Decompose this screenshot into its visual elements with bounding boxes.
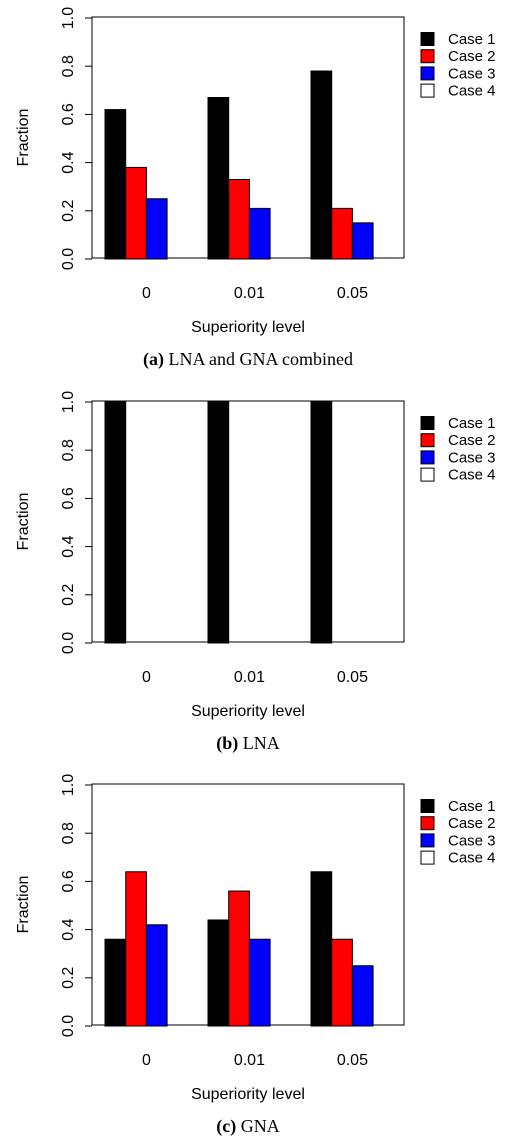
y-tick-label: 0.2 (60, 584, 77, 606)
x-category-label: 0.05 (337, 1052, 368, 1069)
bar-case-3-0.05 (351, 222, 374, 260)
legend-label: Case 1 (448, 798, 496, 815)
y-tick-label: 1.0 (60, 7, 77, 29)
bar-case-3-0.01 (248, 207, 271, 260)
y-axis-label: Fraction (15, 493, 32, 551)
legend-label: Case 3 (448, 65, 496, 82)
y-tick-label: 0.4 (60, 535, 77, 557)
x-category-label: 0 (142, 669, 151, 686)
legend-label: Case 4 (448, 850, 496, 867)
x-category-label: 0 (142, 1052, 151, 1069)
y-tick-label: 0.0 (60, 632, 77, 654)
x-category-label: 0.01 (234, 1052, 265, 1069)
panel-caption-text: GNA (236, 1116, 280, 1136)
legend-swatch (420, 816, 435, 831)
y-tick-label: 0.0 (60, 248, 77, 270)
y-axis-label: Fraction (15, 876, 32, 934)
bar-case-3-0 (145, 924, 168, 1027)
y-tick-label: 0.6 (60, 103, 77, 125)
y-tick-label: 1.0 (60, 774, 77, 796)
bar-case-2-0.01 (228, 890, 250, 1027)
legend-swatch (420, 467, 435, 482)
legend-label: Case 2 (448, 48, 496, 65)
legend-label: Case 4 (448, 467, 496, 484)
bar-case-2-0.05 (331, 938, 353, 1027)
panel-caption: (b) LNA (216, 733, 280, 754)
bar-case-1-0.01 (207, 919, 230, 1027)
panel-caption: (c) GNA (216, 1116, 279, 1137)
bar-case-1-0.05 (310, 871, 333, 1027)
legend-swatch (420, 66, 435, 81)
plot-frame (91, 400, 405, 643)
chart-panel-a: 0.0 0.2 0.4 0.6 0.8 1.0 Fraction 0 0.01 0.05 Super… (15, 7, 496, 370)
legend-swatch (420, 49, 435, 64)
legend-swatch (420, 850, 435, 865)
x-category-label: 0.01 (234, 285, 265, 302)
x-axis-label: Superiority level (191, 1086, 305, 1103)
y-tick-label: 0.8 (60, 439, 77, 461)
legend-swatch (420, 433, 435, 448)
legend-swatch (420, 833, 435, 848)
x-category-label: 0.05 (337, 285, 368, 302)
chart-panel-b: 0.0 0.2 0.4 0.6 0.8 1.0 Fraction 0 0.01 0.05 Super… (15, 391, 496, 754)
bar-case-1-0 (104, 401, 127, 644)
bar-case-1-0.05 (310, 401, 333, 644)
legend-swatch (420, 416, 435, 430)
x-axis-label: Superiority level (191, 703, 305, 720)
legend-swatch (420, 799, 435, 813)
bar-case-2-0 (125, 871, 147, 1027)
bar-case-3-0 (145, 198, 168, 260)
y-tick-label: 0.0 (60, 1015, 77, 1037)
y-tick-label: 0.8 (60, 822, 77, 844)
y-axis-label: Fraction (15, 109, 32, 167)
panel-caption: (a) LNA and GNA combined (143, 349, 353, 370)
x-category-label: 0 (142, 285, 151, 302)
bar-case-3-0.01 (248, 938, 271, 1027)
y-tick-label: 0.4 (60, 918, 77, 940)
y-tick-label: 0.6 (60, 487, 77, 509)
panel-caption-label: (c) (216, 1116, 236, 1137)
legend-label: Case 2 (448, 432, 496, 449)
panel-caption-label: (b) (216, 733, 238, 754)
y-tick-label: 0.6 (60, 870, 77, 892)
y-tick-label: 0.4 (60, 151, 77, 173)
legend-label: Case 4 (448, 83, 496, 100)
bar-case-2-0.01 (228, 178, 250, 260)
bar-case-1-0.01 (207, 401, 230, 644)
bar-case-1-0 (104, 109, 127, 260)
bar-case-2-0 (125, 166, 147, 260)
x-axis-label: Superiority level (191, 319, 305, 336)
legend-label: Case 2 (448, 815, 496, 832)
x-category-label: 0.05 (337, 669, 368, 686)
legend-swatch (420, 32, 435, 46)
bar-case-2-0.05 (331, 207, 353, 260)
y-tick-label: 0.8 (60, 55, 77, 77)
legend-label: Case 3 (448, 449, 496, 466)
legend-swatch (420, 450, 435, 465)
x-category-label: 0.01 (234, 669, 265, 686)
panel-caption-label: (a) (143, 349, 164, 370)
legend-label: Case 1 (448, 31, 496, 48)
chart-panel-c: 0.0 0.2 0.4 0.6 0.8 1.0 Fraction 0 0.01 0.05 Super… (15, 774, 496, 1137)
legend-swatch (420, 83, 435, 98)
legend-label: Case 3 (448, 832, 496, 849)
bar-case-1-0 (104, 938, 127, 1027)
legend-label: Case 1 (448, 415, 496, 432)
bar-case-1-0.01 (207, 97, 230, 260)
panel-caption-text: LNA and GNA combined (164, 349, 353, 369)
bar-case-3-0.05 (351, 965, 374, 1027)
y-tick-label: 1.0 (60, 391, 77, 413)
y-tick-label: 0.2 (60, 200, 77, 222)
panel-caption-text: LNA (238, 733, 280, 753)
bar-case-1-0.05 (310, 70, 333, 260)
y-tick-label: 0.2 (60, 967, 77, 989)
